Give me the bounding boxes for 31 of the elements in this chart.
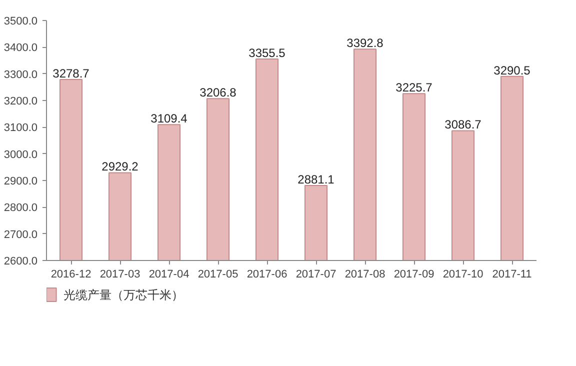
y-tick-label: 3200.0 (4, 96, 38, 108)
y-tick-label: 2700.0 (4, 228, 38, 241)
x-tick-label: 2017-07 (296, 268, 336, 280)
data-label: 2929.2 (102, 160, 139, 174)
y-tick-label: 2900.0 (4, 176, 38, 188)
y-tick-label: 3100.0 (4, 122, 38, 134)
x-tick-label: 2017-11 (492, 268, 532, 280)
x-tick-label: 2017-03 (100, 268, 140, 280)
legend-label: 光缆产量（万芯千米） (64, 288, 184, 302)
x-tick-label: 2017-08 (344, 268, 386, 280)
y-tick-label: 3400.0 (4, 42, 38, 54)
data-label: 3225.7 (396, 80, 433, 95)
data-label: 3290.5 (494, 63, 531, 78)
y-tick-label: 3500.0 (4, 16, 38, 28)
data-label: 2881.1 (298, 172, 335, 187)
x-tick-label: 2017-09 (394, 268, 434, 280)
y-tick-label: 3000.0 (4, 148, 38, 161)
data-label: 3392.8 (346, 36, 384, 50)
x-tick-label: 2017-04 (148, 268, 190, 280)
data-label: 3109.4 (150, 112, 188, 126)
data-label: 3206.8 (200, 86, 237, 100)
x-tick-label: 2017-05 (198, 268, 238, 280)
y-tick-label: 2800.0 (4, 202, 38, 214)
y-tick-label: 3300.0 (4, 68, 38, 81)
x-tick-label: 2017-10 (442, 268, 484, 280)
x-tick-label: 2016-12 (50, 268, 92, 280)
x-tick-label: 2017-06 (246, 268, 288, 280)
data-label: 3355.5 (248, 46, 286, 60)
data-label: 3278.7 (52, 66, 90, 81)
y-tick-label: 2600.0 (4, 256, 38, 268)
data-label: 3086.7 (444, 118, 482, 132)
